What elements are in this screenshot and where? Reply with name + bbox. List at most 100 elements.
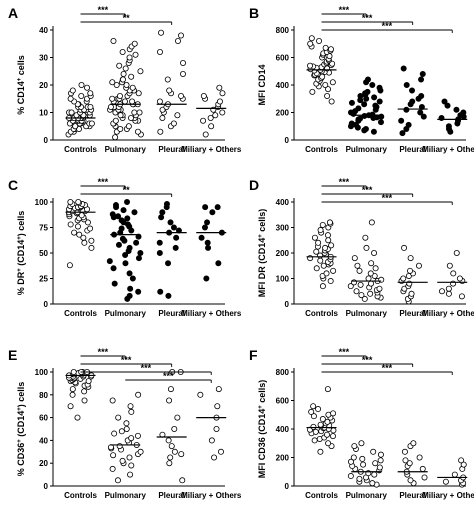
data-point <box>401 448 408 455</box>
significance-label: *** <box>362 185 373 195</box>
data-point <box>66 262 73 269</box>
data-point <box>122 65 129 72</box>
data-point <box>127 285 134 292</box>
data-point <box>109 397 116 404</box>
data-point <box>317 448 324 455</box>
data-point <box>129 84 136 91</box>
data-point <box>216 98 223 105</box>
data-point <box>137 448 144 455</box>
category-label: Controls <box>305 309 338 318</box>
data-point <box>325 440 332 447</box>
y-axis-label-superscript: + <box>17 439 23 443</box>
y-tick-label: 800 <box>276 368 290 377</box>
category-label: Pulmonary <box>105 145 147 154</box>
y-axis-label-part: % CD14 <box>16 81 26 115</box>
data-point <box>114 477 121 484</box>
significance-label: *** <box>382 363 393 373</box>
data-point <box>118 217 125 224</box>
data-point <box>200 117 207 124</box>
data-point <box>109 211 116 218</box>
y-tick-label: 40 <box>39 26 48 35</box>
data-point <box>204 239 211 246</box>
significance-label: *** <box>141 363 152 373</box>
data-point <box>136 109 143 116</box>
category-label: Pulmonary <box>105 491 147 500</box>
data-point <box>372 265 379 272</box>
data-point <box>371 249 378 256</box>
data-point <box>128 462 135 469</box>
y-axis-label-part: ) cells <box>16 382 26 408</box>
data-point <box>124 215 131 222</box>
data-point <box>367 270 374 277</box>
y-axis-label-superscript: + <box>17 268 23 272</box>
data-point <box>361 101 368 108</box>
data-point <box>174 112 181 119</box>
data-point <box>355 105 362 112</box>
data-point <box>329 79 336 86</box>
data-point <box>74 223 81 230</box>
category-label: Miliary + Others <box>181 491 242 500</box>
data-point <box>347 283 354 290</box>
data-point <box>328 46 335 53</box>
data-point <box>157 128 164 135</box>
data-point <box>319 416 326 423</box>
data-point <box>417 109 424 116</box>
data-point <box>367 290 374 297</box>
data-point <box>109 95 116 102</box>
significance-label: *** <box>382 21 393 31</box>
data-point <box>106 258 113 265</box>
data-point <box>364 88 371 95</box>
data-point <box>179 71 186 78</box>
y-tick-label: 20 <box>39 81 48 90</box>
y-axis-label-superscript: + <box>258 234 264 238</box>
data-point <box>324 386 331 393</box>
data-point <box>409 98 416 105</box>
y-axis-label-part: cells) <box>257 380 267 406</box>
data-point <box>450 270 457 277</box>
data-point <box>129 98 136 105</box>
data-point <box>71 229 78 236</box>
data-point <box>131 109 138 116</box>
significance-label: *** <box>163 371 174 381</box>
data-point <box>438 288 445 295</box>
data-point <box>410 440 417 447</box>
data-point <box>354 262 361 269</box>
panel-letter: A <box>8 5 18 21</box>
data-point <box>362 234 369 241</box>
data-point <box>129 275 136 282</box>
data-point <box>84 84 91 91</box>
category-label: Miliary + Others <box>422 491 474 500</box>
data-point <box>322 44 329 51</box>
y-tick-label: 50 <box>39 249 48 258</box>
data-point <box>456 275 463 282</box>
data-point <box>348 120 355 127</box>
data-point <box>134 128 141 135</box>
category-label: Pulmonary <box>105 309 147 318</box>
category-label: Pleural <box>399 491 426 500</box>
data-point <box>376 285 383 292</box>
data-point <box>135 288 142 295</box>
y-tick-label: 100 <box>35 368 49 377</box>
y-tick-label: 75 <box>39 224 48 233</box>
data-point <box>76 231 83 238</box>
data-point <box>458 293 465 300</box>
category-label: Pleural <box>399 145 426 154</box>
data-point <box>444 102 451 109</box>
data-point <box>327 278 334 285</box>
data-point <box>115 241 122 248</box>
data-point <box>310 413 317 420</box>
data-point <box>326 53 333 60</box>
data-point <box>315 406 322 413</box>
data-point <box>358 292 365 299</box>
data-point <box>167 386 174 393</box>
data-point <box>119 457 126 464</box>
data-point <box>127 471 134 478</box>
data-point <box>364 76 371 83</box>
data-point <box>137 249 144 256</box>
data-point <box>116 93 123 100</box>
data-point <box>377 457 384 464</box>
data-point <box>117 126 124 133</box>
data-point <box>75 198 82 205</box>
data-point <box>319 221 326 228</box>
